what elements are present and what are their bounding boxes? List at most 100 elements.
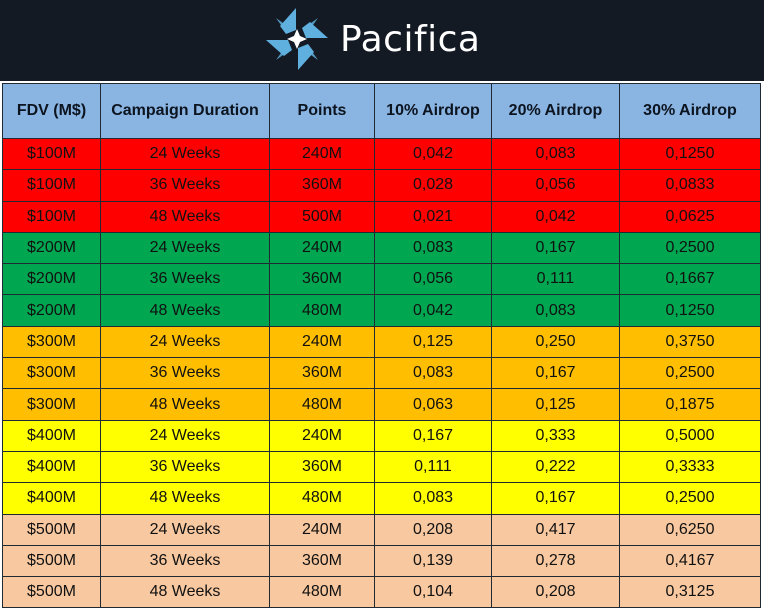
cell-campaign-duration: 24 Weeks (100, 231, 270, 265)
column-header-airdrop-30: 30% Airdrop (619, 83, 761, 139)
cell-airdrop-20: 0,208 (491, 576, 620, 608)
cell-airdrop-30: 0,1875 (619, 388, 761, 421)
cell-airdrop-30: 0,4167 (619, 544, 761, 578)
cell-campaign-duration: 48 Weeks (100, 576, 270, 608)
cell-airdrop-20: 0,111 (491, 263, 620, 296)
cell-campaign-duration: 36 Weeks (100, 544, 270, 578)
table-row: $300M 36 Weeks 360M 0,083 0,167 0,2500 (2, 357, 761, 390)
cell-airdrop-10: 0,021 (374, 200, 492, 233)
cell-airdrop-20: 0,167 (491, 231, 620, 265)
cell-campaign-duration: 36 Weeks (100, 169, 270, 202)
airdrop-table: FDV (M$) Campaign Duration Points 10% Airdr… (2, 83, 761, 608)
cell-airdrop-10: 0,139 (374, 544, 492, 578)
cell-airdrop-30: 0,0833 (619, 169, 761, 202)
table-row: $500M 24 Weeks 240M 0,208 0,417 0,6250 (2, 513, 761, 546)
cell-points: 500M (269, 200, 375, 233)
cell-airdrop-30: 0,5000 (619, 419, 761, 452)
pacifica-logo-icon (266, 8, 328, 70)
cell-airdrop-20: 0,278 (491, 544, 620, 578)
cell-airdrop-10: 0,028 (374, 169, 492, 202)
cell-points: 360M (269, 450, 375, 484)
cell-airdrop-20: 0,167 (491, 357, 620, 390)
column-header-fdv: FDV (M$) (2, 83, 101, 139)
table-row: $100M 48 Weeks 500M 0,021 0,042 0,0625 (2, 200, 761, 233)
cell-airdrop-30: 0,3750 (619, 325, 761, 359)
cell-airdrop-10: 0,083 (374, 482, 492, 515)
cell-campaign-duration: 48 Weeks (100, 388, 270, 421)
cell-airdrop-30: 0,2500 (619, 231, 761, 265)
cell-campaign-duration: 48 Weeks (100, 200, 270, 233)
cell-fdv: $200M (2, 231, 101, 265)
cell-points: 240M (269, 419, 375, 452)
cell-airdrop-30: 0,1250 (619, 294, 761, 327)
cell-fdv: $400M (2, 419, 101, 452)
cell-points: 240M (269, 137, 375, 171)
cell-airdrop-10: 0,111 (374, 450, 492, 484)
cell-airdrop-30: 0,0625 (619, 200, 761, 233)
table-row: $500M 36 Weeks 360M 0,139 0,278 0,4167 (2, 544, 761, 578)
cell-fdv: $500M (2, 513, 101, 546)
cell-fdv: $100M (2, 137, 101, 171)
cell-airdrop-20: 0,222 (491, 450, 620, 484)
cell-airdrop-20: 0,333 (491, 419, 620, 452)
cell-campaign-duration: 24 Weeks (100, 325, 270, 359)
header-banner: Pacifica (0, 0, 764, 81)
cell-points: 480M (269, 294, 375, 327)
brand-name: Pacifica (340, 18, 481, 60)
cell-airdrop-10: 0,083 (374, 357, 492, 390)
table-row: $200M 24 Weeks 240M 0,083 0,167 0,2500 (2, 231, 761, 265)
cell-airdrop-30: 0,2500 (619, 357, 761, 390)
table-header-row: FDV (M$) Campaign Duration Points 10% Airdr… (2, 83, 761, 139)
column-header-airdrop-20: 20% Airdrop (491, 83, 620, 139)
table-row: $300M 24 Weeks 240M 0,125 0,250 0,3750 (2, 325, 761, 359)
cell-points: 240M (269, 231, 375, 265)
cell-airdrop-10: 0,056 (374, 263, 492, 296)
cell-points: 360M (269, 544, 375, 578)
table-row: $400M 36 Weeks 360M 0,111 0,222 0,3333 (2, 450, 761, 484)
cell-points: 360M (269, 263, 375, 296)
cell-points: 360M (269, 357, 375, 390)
cell-fdv: $500M (2, 544, 101, 578)
cell-campaign-duration: 24 Weeks (100, 513, 270, 546)
cell-fdv: $300M (2, 325, 101, 359)
table-row: $300M 48 Weeks 480M 0,063 0,125 0,1875 (2, 388, 761, 421)
cell-airdrop-30: 0,1250 (619, 137, 761, 171)
cell-airdrop-30: 0,3125 (619, 576, 761, 608)
table-row: $500M 48 Weeks 480M 0,104 0,208 0,3125 (2, 576, 761, 608)
column-header-campaign-duration: Campaign Duration (100, 83, 270, 139)
table-row: $400M 48 Weeks 480M 0,083 0,167 0,2500 (2, 482, 761, 515)
cell-airdrop-20: 0,417 (491, 513, 620, 546)
cell-campaign-duration: 24 Weeks (100, 137, 270, 171)
cell-airdrop-20: 0,056 (491, 169, 620, 202)
cell-fdv: $200M (2, 263, 101, 296)
cell-campaign-duration: 36 Weeks (100, 263, 270, 296)
cell-campaign-duration: 48 Weeks (100, 294, 270, 327)
cell-fdv: $400M (2, 450, 101, 484)
cell-campaign-duration: 24 Weeks (100, 419, 270, 452)
cell-airdrop-30: 0,2500 (619, 482, 761, 515)
cell-airdrop-30: 0,1667 (619, 263, 761, 296)
cell-airdrop-10: 0,208 (374, 513, 492, 546)
cell-campaign-duration: 48 Weeks (100, 482, 270, 515)
cell-points: 480M (269, 576, 375, 608)
cell-airdrop-20: 0,167 (491, 482, 620, 515)
cell-points: 480M (269, 482, 375, 515)
cell-airdrop-10: 0,063 (374, 388, 492, 421)
cell-airdrop-10: 0,167 (374, 419, 492, 452)
cell-airdrop-20: 0,125 (491, 388, 620, 421)
cell-fdv: $300M (2, 357, 101, 390)
cell-campaign-duration: 36 Weeks (100, 450, 270, 484)
cell-airdrop-10: 0,042 (374, 294, 492, 327)
cell-airdrop-10: 0,042 (374, 137, 492, 171)
cell-points: 360M (269, 169, 375, 202)
cell-points: 480M (269, 388, 375, 421)
cell-airdrop-20: 0,083 (491, 294, 620, 327)
cell-points: 240M (269, 325, 375, 359)
cell-airdrop-10: 0,083 (374, 231, 492, 265)
cell-fdv: $100M (2, 200, 101, 233)
cell-fdv: $200M (2, 294, 101, 327)
table-row: $200M 36 Weeks 360M 0,056 0,111 0,1667 (2, 263, 761, 296)
cell-airdrop-20: 0,083 (491, 137, 620, 171)
table-row: $400M 24 Weeks 240M 0,167 0,333 0,5000 (2, 419, 761, 452)
cell-fdv: $400M (2, 482, 101, 515)
